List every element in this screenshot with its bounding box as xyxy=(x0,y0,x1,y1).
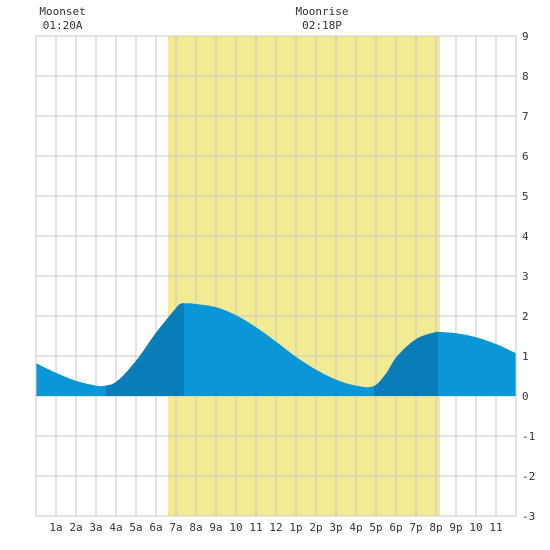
x-tick-label: 5a xyxy=(129,521,142,534)
x-tick-label: 4p xyxy=(349,521,362,534)
moon-event-time: 02:18P xyxy=(302,19,342,32)
x-tick-label: 6p xyxy=(389,521,402,534)
moon-event-time: 01:20A xyxy=(43,19,83,32)
x-tick-label: 9p xyxy=(449,521,462,534)
x-axis-labels: 1a 2a 3a 4a 5a 6a 7a 8a 9a 10 11 12 1p 2p 3p 4p 5p 6p 7p 8p… xyxy=(49,521,502,534)
x-tick-label: 9a xyxy=(209,521,222,534)
y-tick-label: 9 xyxy=(522,30,529,43)
y-tick-label: 4 xyxy=(522,230,529,243)
x-tick-label: 12 xyxy=(269,521,282,534)
x-tick-label: 7p xyxy=(409,521,422,534)
plot-frame xyxy=(35,35,517,517)
x-tick-label: 2p xyxy=(309,521,322,534)
y-tick-label: 8 xyxy=(522,70,529,83)
y-tick-label: 5 xyxy=(522,190,529,203)
x-tick-label: 6a xyxy=(149,521,162,534)
y-tick-label: 0 xyxy=(522,390,529,403)
y-tick-label: -2 xyxy=(522,470,535,483)
x-tick-label: 1p xyxy=(289,521,302,534)
y-tick-label: 1 xyxy=(522,350,529,363)
x-tick-label: 3a xyxy=(89,521,102,534)
x-tick-label: 10 xyxy=(229,521,242,534)
x-tick-label: 11 xyxy=(249,521,262,534)
moon-event-title: Moonrise xyxy=(296,5,349,18)
y-tick-label: 7 xyxy=(522,110,529,123)
x-tick-label: 10 xyxy=(469,521,482,534)
x-tick-label: 7a xyxy=(169,521,182,534)
x-tick-label: 1a xyxy=(49,521,62,534)
x-tick-label: 4a xyxy=(109,521,122,534)
x-tick-label: 5p xyxy=(369,521,382,534)
y-tick-label: -3 xyxy=(522,510,535,523)
x-tick-label: 8a xyxy=(189,521,202,534)
y-tick-label: 2 xyxy=(522,310,529,323)
x-tick-label: 8p xyxy=(429,521,442,534)
x-tick-label: 2a xyxy=(69,521,82,534)
moon-event-title: Moonset xyxy=(39,5,85,18)
x-tick-label: 11 xyxy=(489,521,502,534)
x-tick-label: 3p xyxy=(329,521,342,534)
y-axis-labels: -3 -2 -1 0 1 2 3 4 5 6 7 8 9 xyxy=(522,30,535,523)
tide-area-rising xyxy=(106,303,184,396)
y-tick-label: 6 xyxy=(522,150,529,163)
y-tick-label: -1 xyxy=(522,430,535,443)
tide-area-rising xyxy=(374,331,438,396)
grid-layer xyxy=(36,36,516,516)
y-tick-label: 3 xyxy=(522,270,529,283)
tide-layer xyxy=(36,303,516,396)
